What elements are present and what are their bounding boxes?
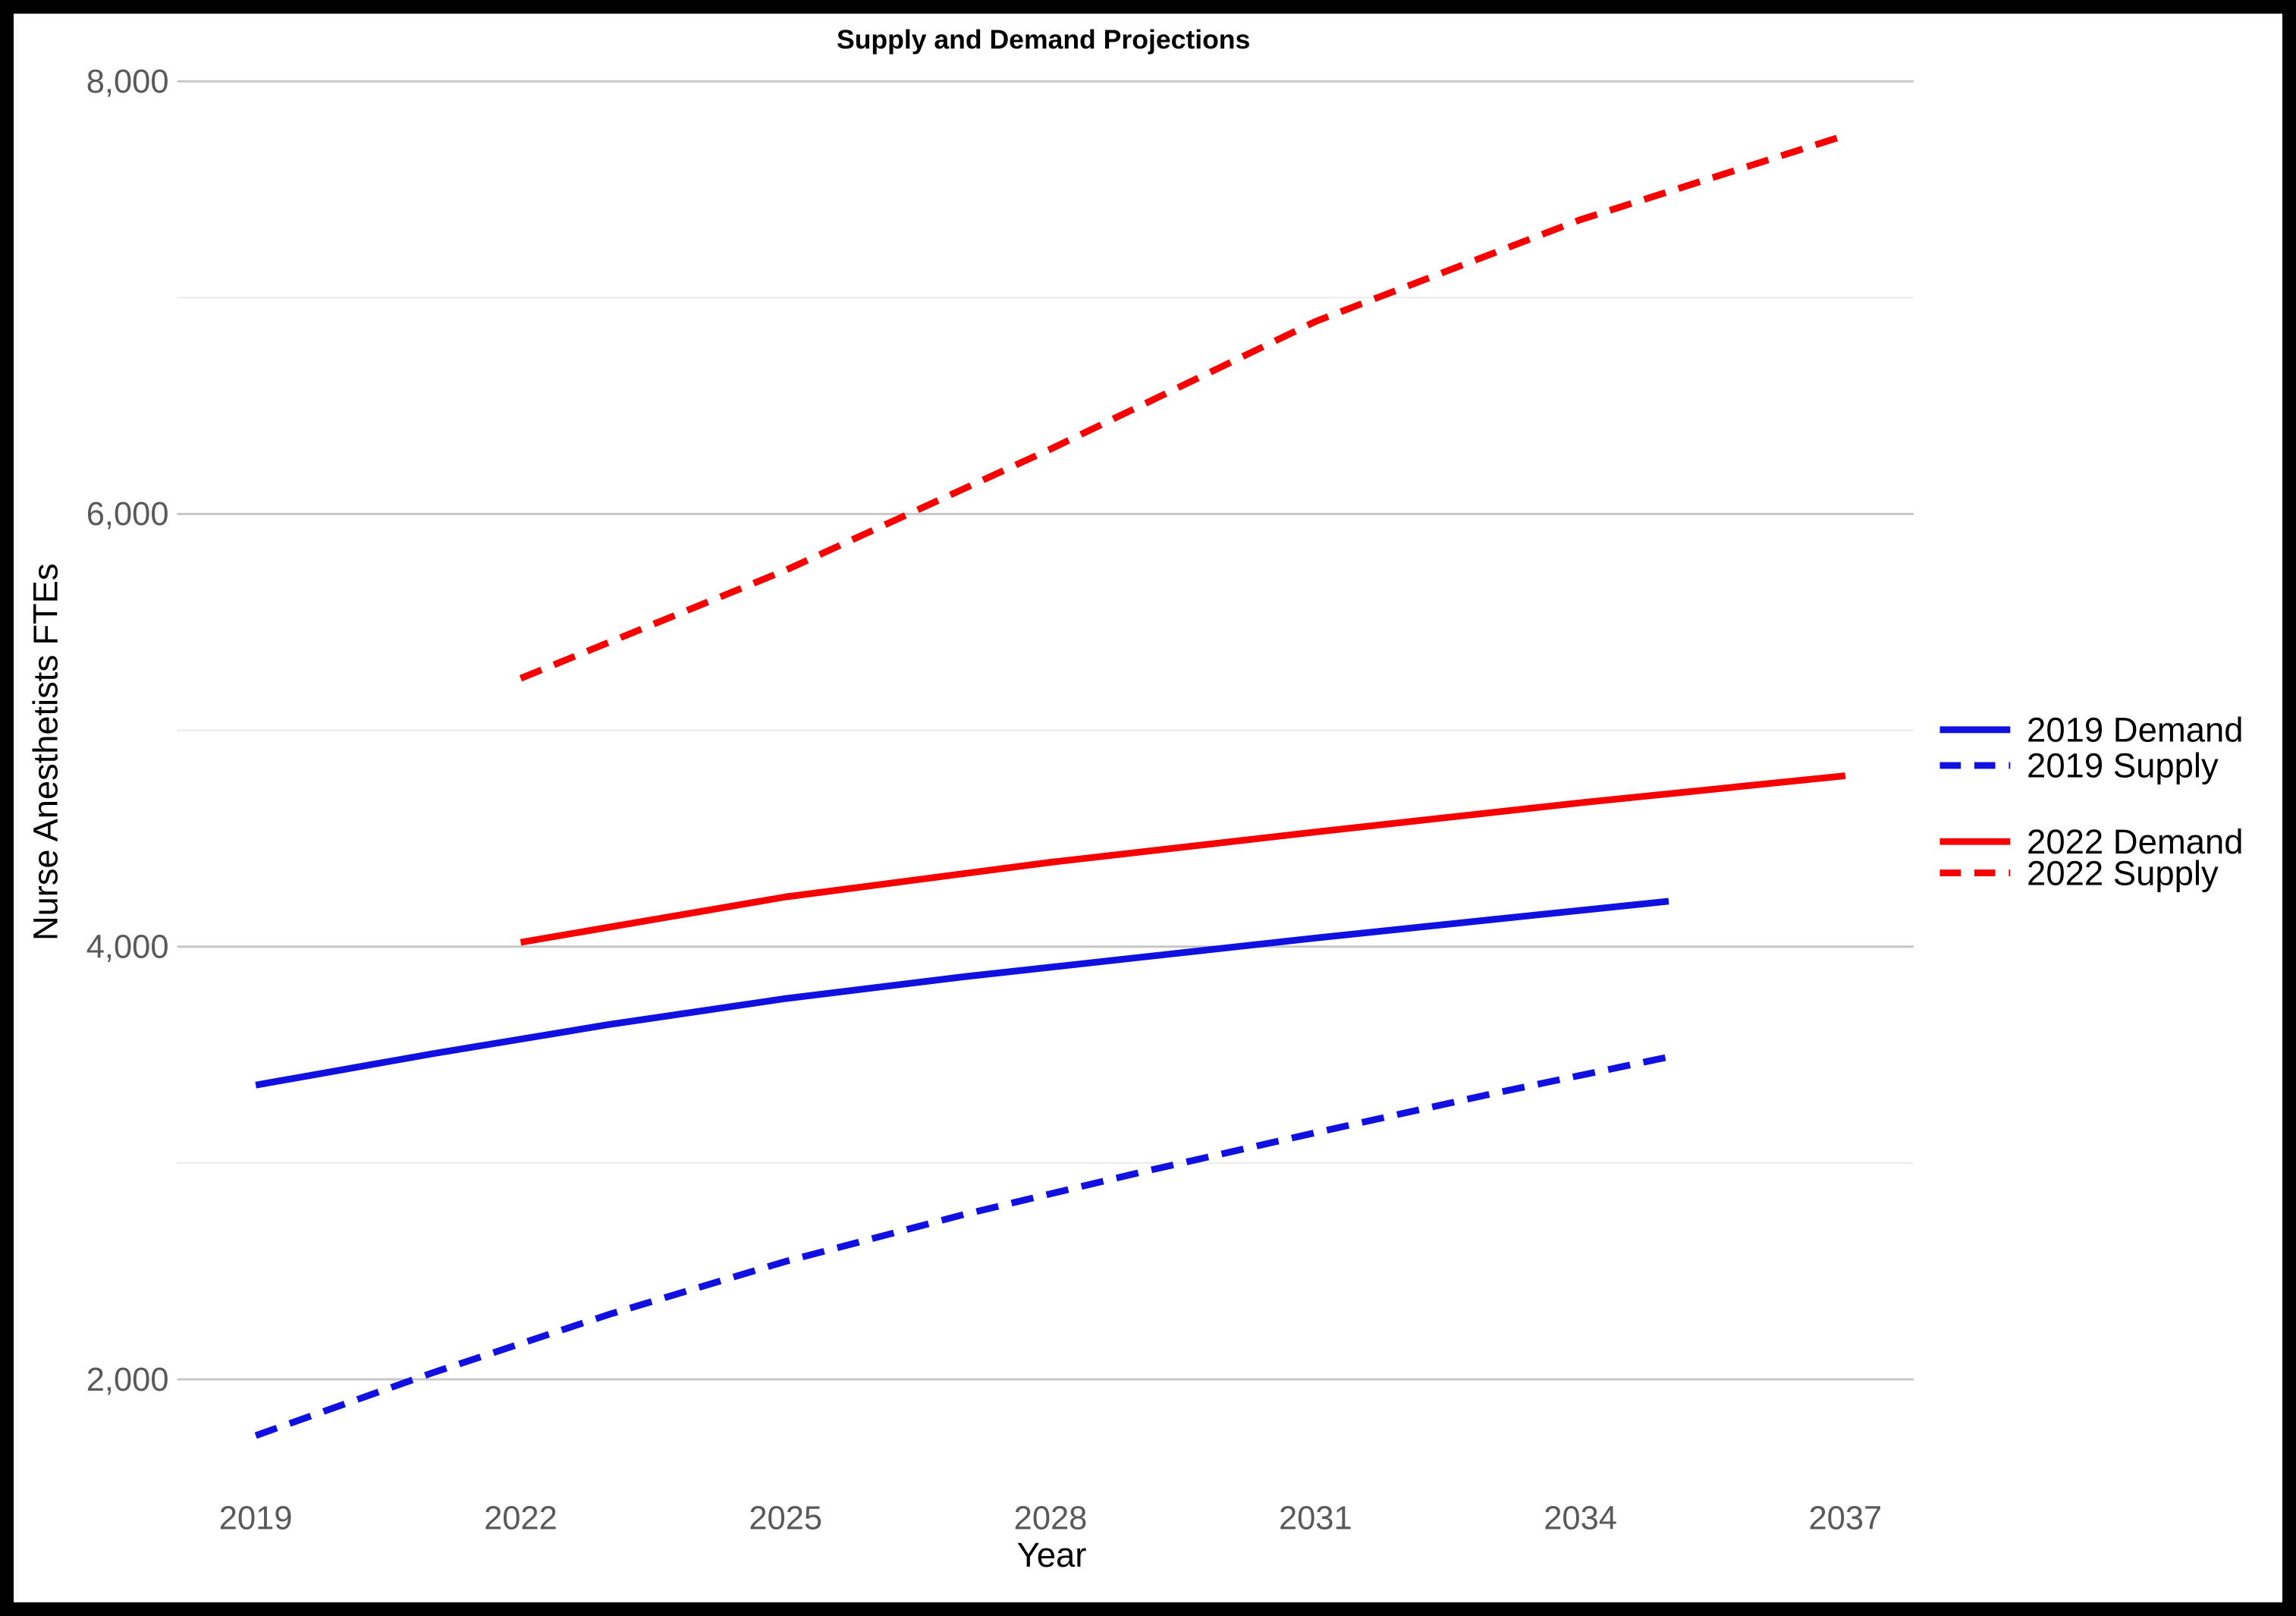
legend-item: 2019 Supply (1940, 747, 2219, 785)
chart-container: 2,000 4,000 6,000 8,000 2019 2022 2025 2028 203… (14, 14, 2282, 1602)
legend-label: 2022 Supply (2027, 854, 2219, 892)
legend-item: 2022 Supply (1940, 854, 2219, 892)
x-tick-label: 2028 (1014, 1501, 1088, 1537)
series-line-2019-supply (254, 1053, 1669, 1439)
chart-title: Supply and Demand Projections (837, 24, 1250, 55)
x-tick-label: 2025 (749, 1501, 822, 1537)
y-tick-label: 2,000 (86, 1362, 169, 1398)
gridlines-minor (177, 297, 1914, 1164)
x-axis-title: Year (1017, 1536, 1087, 1574)
x-axis-tick-labels: 2019 2022 2025 2028 2031 2034 2037 (219, 1501, 1882, 1537)
legend-label: 2022 Demand (2027, 822, 2243, 861)
gridlines-major (177, 80, 1914, 1381)
series-line-2022-supply (519, 132, 1847, 682)
chart-canvas: 2,000 4,000 6,000 8,000 2019 2022 2025 2028 203… (26, 24, 2244, 1574)
legend-label: 2019 Supply (2027, 747, 2219, 785)
series-line-2019-demand (255, 898, 1669, 1089)
x-tick-label: 2034 (1544, 1501, 1617, 1537)
series-line-2022-demand (520, 772, 1846, 946)
y-tick-label: 8,000 (86, 64, 169, 100)
x-tick-label: 2037 (1809, 1501, 1883, 1537)
x-tick-label: 2022 (484, 1501, 558, 1537)
legend-label: 2019 Demand (2027, 711, 2243, 750)
y-axis-title: Nurse Anesthetists FTEs (26, 564, 64, 942)
legend-item: 2019 Demand (1940, 711, 2244, 750)
series-lines (254, 132, 1847, 1439)
y-axis-tick-labels: 2,000 4,000 6,000 8,000 (86, 64, 169, 1398)
x-tick-label: 2019 (219, 1501, 293, 1537)
y-tick-label: 6,000 (86, 496, 169, 533)
legend-item: 2022 Demand (1940, 822, 2244, 861)
y-tick-label: 4,000 (86, 929, 169, 966)
x-tick-label: 2031 (1279, 1501, 1352, 1537)
